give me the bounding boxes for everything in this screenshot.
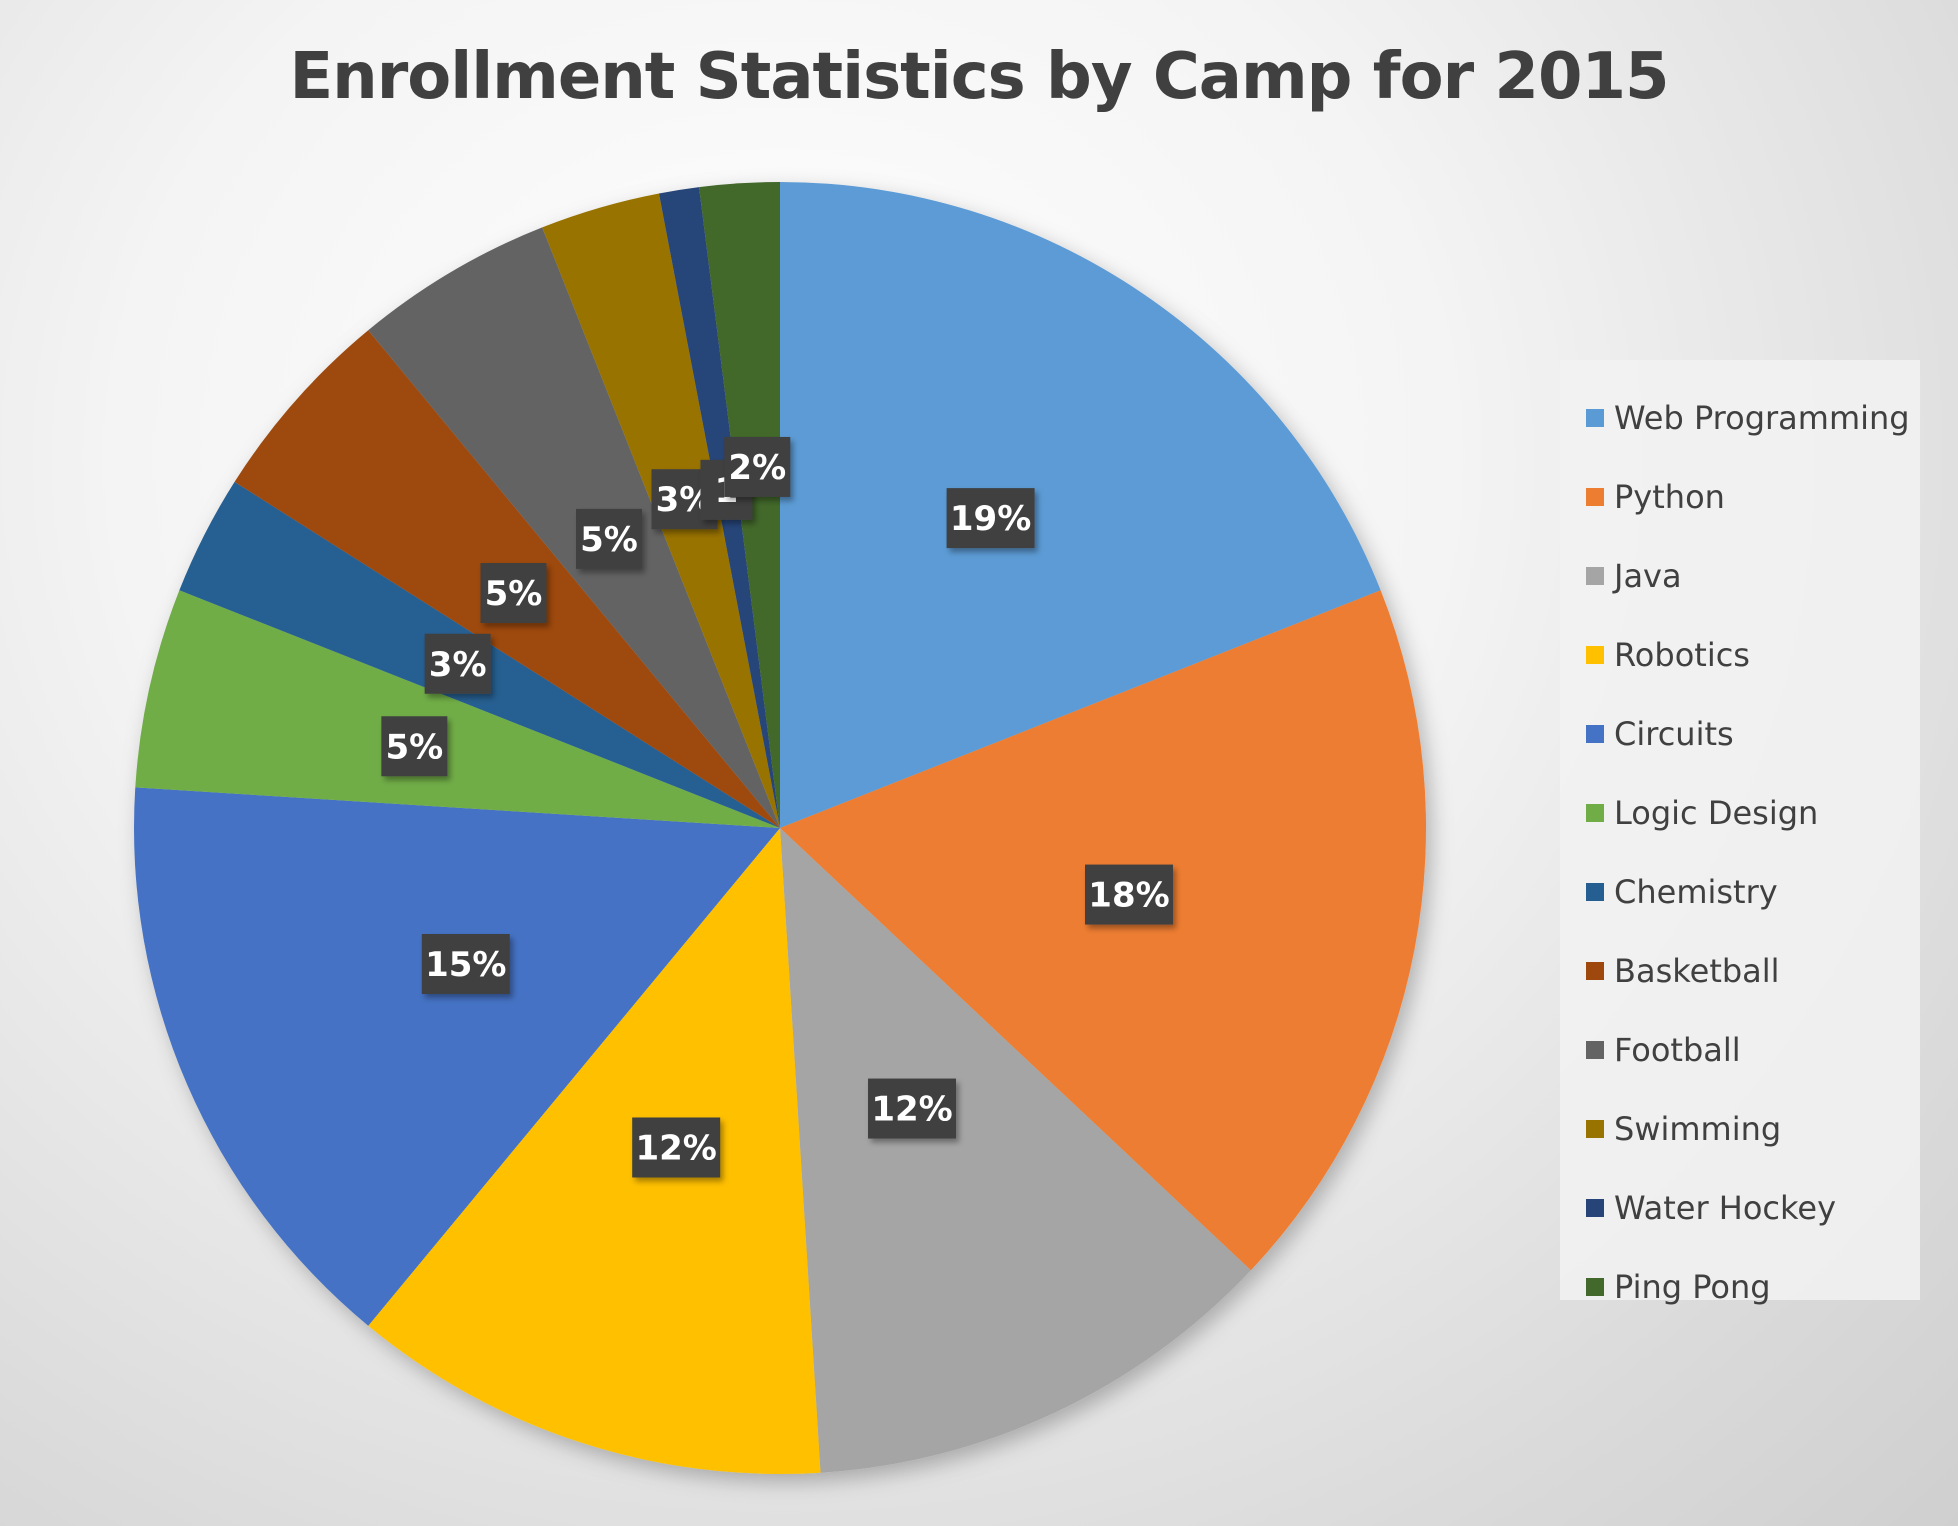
data-label-box [381, 716, 448, 777]
legend-label: Robotics [1614, 635, 1750, 674]
data-label-box [576, 508, 643, 569]
pie-slice-web-programming [780, 182, 1381, 828]
legend-item-basketball: Basketball [1560, 931, 1920, 1010]
data-label-java: 12% [868, 1078, 957, 1139]
data-label-text: 12% [871, 1090, 952, 1130]
data-label-box [632, 1117, 721, 1178]
pie-slices [134, 182, 1427, 1474]
pie-slice-logic-design [135, 590, 781, 828]
data-label-text: 18% [1088, 876, 1169, 916]
legend-item-java: Java [1560, 536, 1920, 615]
legend-label: Python [1614, 477, 1725, 516]
legend-label: Swimming [1614, 1109, 1782, 1148]
legend-swatch [1586, 487, 1604, 506]
data-label-box [421, 933, 510, 994]
legend-item-football: Football [1560, 1010, 1920, 1089]
legend-item-robotics: Robotics [1560, 615, 1920, 694]
data-label-text: 5% [580, 520, 638, 560]
pie-slice-java [780, 828, 1251, 1473]
legend-swatch [1586, 645, 1604, 664]
data-label-box [1085, 864, 1174, 925]
pie-slice-python [780, 590, 1427, 1271]
data-label-text: 2% [728, 448, 786, 488]
legend-label: Football [1614, 1030, 1741, 1069]
legend-swatch [1586, 1198, 1604, 1217]
data-label-chemistry: 3% [424, 633, 491, 694]
data-label-box [424, 633, 491, 694]
legend: Web Programming Python Java Robotics Circuit… [1560, 360, 1920, 1306]
legend-swatch [1586, 882, 1604, 901]
data-label-robotics: 12% [632, 1117, 721, 1178]
legend-item-swimming: Swimming [1560, 1089, 1920, 1168]
data-label-logic-design: 5% [381, 716, 448, 777]
legend-swatch [1586, 408, 1604, 427]
legend-item-ping-pong: Ping Pong [1560, 1247, 1920, 1326]
data-label-python: 18% [1085, 864, 1174, 925]
legend-item-water-hockey: Water Hockey [1560, 1168, 1920, 1247]
data-label-text: 12% [635, 1128, 716, 1168]
legend-label: Circuits [1614, 714, 1734, 753]
legend-swatch [1586, 724, 1604, 743]
legend-label: Water Hockey [1614, 1188, 1837, 1227]
legend-swatch [1586, 1277, 1604, 1296]
data-label-box [480, 563, 547, 624]
legend-item-chemistry: Chemistry [1560, 852, 1920, 931]
data-label-text: 19% [950, 499, 1031, 539]
data-label-text: 15% [425, 945, 506, 985]
legend-label: Java [1614, 556, 1682, 595]
legend-item-logic-design: Logic Design [1560, 773, 1920, 852]
pie-slice-football [368, 227, 780, 829]
legend-swatch [1586, 1040, 1604, 1059]
legend-item-web-programming: Web Programming [1560, 378, 1920, 457]
legend-swatch [1586, 961, 1604, 980]
pie-slice-robotics [368, 828, 821, 1474]
legend-label: Ping Pong [1614, 1267, 1771, 1306]
data-label-football: 5% [576, 508, 643, 569]
legend-label: Logic Design [1614, 793, 1819, 832]
data-label-box [724, 436, 791, 497]
legend-swatch [1586, 803, 1604, 822]
data-label-text: 3% [429, 645, 487, 685]
chart-title: Enrollment Statistics by Camp for 2015 [289, 40, 1669, 114]
legend-label: Basketball [1614, 951, 1780, 990]
data-label-text: 5% [485, 574, 543, 614]
data-label-web-programming: 19% [946, 488, 1035, 549]
data-label-box [868, 1078, 957, 1139]
legend-label: Chemistry [1614, 872, 1778, 911]
legend-item-circuits: Circuits [1560, 694, 1920, 773]
pie-slice-circuits [134, 787, 781, 1326]
pie-data-labels: 19%18%12%12%15%5%3%5%5%3%12% [381, 436, 1174, 1178]
legend-item-python: Python [1560, 457, 1920, 536]
data-label-circuits: 15% [421, 933, 510, 994]
data-label-box [946, 488, 1035, 549]
data-label-text: 5% [385, 727, 443, 767]
data-label-basketball: 5% [480, 563, 547, 624]
legend-swatch [1586, 1119, 1604, 1138]
legend-swatch [1586, 566, 1604, 585]
legend-label: Web Programming [1614, 398, 1910, 437]
data-label-ping-pong: 2% [724, 436, 791, 497]
